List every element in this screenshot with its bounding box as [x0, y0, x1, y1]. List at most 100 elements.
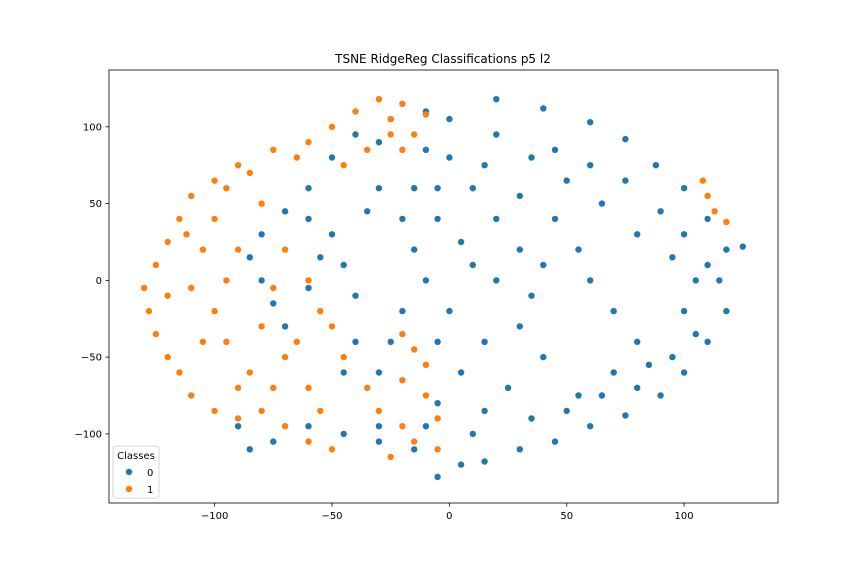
chart-title: TSNE RidgeReg Classifications p5 l2 — [334, 52, 551, 66]
point-class-1 — [305, 438, 312, 445]
point-class-0 — [493, 131, 500, 138]
point-class-0 — [422, 146, 430, 153]
point-class-0 — [551, 215, 559, 223]
y-tick-label: 100 — [83, 122, 102, 133]
point-class-1 — [281, 423, 289, 430]
point-class-1 — [699, 177, 707, 184]
point-class-0 — [551, 146, 559, 153]
point-class-0 — [375, 423, 383, 430]
point-class-1 — [246, 369, 253, 376]
point-class-0 — [516, 446, 523, 453]
point-class-0 — [457, 238, 465, 246]
point-class-1 — [375, 407, 383, 415]
point-class-1 — [340, 353, 347, 361]
point-class-1 — [328, 323, 336, 330]
point-class-1 — [328, 446, 336, 453]
point-class-0 — [457, 461, 465, 468]
point-class-0 — [634, 338, 641, 345]
point-class-0 — [328, 231, 336, 238]
point-class-0 — [516, 323, 523, 330]
point-class-0 — [411, 246, 418, 253]
point-class-1 — [328, 123, 336, 130]
point-class-1 — [364, 146, 371, 153]
point-class-1 — [234, 162, 242, 169]
point-class-0 — [446, 154, 453, 161]
point-class-1 — [258, 407, 265, 415]
point-class-0 — [551, 438, 559, 445]
point-class-0 — [540, 105, 547, 112]
point-class-0 — [680, 185, 688, 192]
legend: Classes 0 1 — [112, 445, 160, 499]
point-class-1 — [317, 407, 324, 415]
point-class-0 — [328, 154, 336, 161]
point-class-0 — [469, 261, 476, 269]
x-tick-label: 0 — [446, 511, 452, 522]
point-class-0 — [375, 139, 383, 146]
legend-title: Classes — [117, 451, 155, 462]
point-class-0 — [317, 254, 324, 261]
point-class-1 — [340, 162, 347, 169]
y-tick-label: 50 — [89, 199, 102, 210]
legend-marker-class-0 — [125, 468, 133, 476]
x-tick-label: −100 — [201, 511, 228, 522]
point-class-0 — [481, 407, 488, 415]
point-class-1 — [387, 131, 394, 138]
point-class-0 — [434, 473, 441, 481]
point-class-1 — [281, 353, 289, 361]
point-class-1 — [422, 392, 430, 399]
y-axis: −100 −50 0 50 100 — [75, 122, 109, 440]
point-class-1 — [399, 146, 406, 153]
point-class-0 — [680, 369, 688, 376]
point-class-1 — [293, 154, 300, 161]
point-class-0 — [246, 446, 253, 453]
point-class-1 — [375, 96, 383, 103]
point-class-0 — [234, 423, 242, 430]
point-class-0 — [504, 384, 512, 391]
point-class-0 — [516, 246, 523, 253]
point-class-0 — [469, 430, 476, 438]
point-class-0 — [281, 208, 289, 215]
point-class-1 — [711, 208, 718, 215]
x-tick-label: 100 — [675, 511, 694, 522]
point-class-0 — [493, 277, 500, 284]
point-class-0 — [652, 162, 660, 169]
point-class-1 — [183, 231, 190, 238]
points-layer — [141, 96, 746, 481]
x-tick-label: −50 — [321, 511, 342, 522]
point-class-0 — [481, 458, 488, 465]
point-class-0 — [563, 177, 570, 184]
point-class-0 — [692, 277, 699, 284]
point-class-0 — [493, 215, 500, 223]
point-class-0 — [352, 131, 359, 138]
point-class-0 — [540, 353, 547, 361]
point-class-0 — [281, 323, 289, 330]
point-class-0 — [399, 215, 406, 223]
point-class-0 — [622, 177, 629, 184]
point-class-0 — [375, 369, 383, 376]
point-class-0 — [305, 423, 312, 430]
point-class-1 — [270, 384, 277, 391]
point-class-0 — [422, 277, 430, 284]
point-class-0 — [246, 254, 253, 261]
point-class-0 — [645, 361, 653, 368]
point-class-0 — [598, 200, 606, 207]
point-class-1 — [211, 407, 218, 415]
point-class-1 — [223, 338, 230, 345]
point-class-1 — [211, 307, 218, 315]
point-class-0 — [716, 277, 723, 284]
point-class-0 — [704, 215, 711, 223]
point-class-1 — [145, 307, 153, 315]
point-class-1 — [281, 246, 289, 253]
point-class-0 — [692, 330, 699, 338]
point-class-0 — [399, 307, 406, 315]
point-class-0 — [305, 215, 312, 223]
point-class-0 — [352, 338, 359, 345]
point-class-1 — [234, 246, 242, 253]
point-class-0 — [457, 369, 465, 376]
point-class-1 — [411, 131, 418, 138]
point-class-1 — [422, 361, 430, 368]
point-class-0 — [528, 292, 535, 299]
point-class-0 — [340, 369, 347, 376]
point-class-1 — [164, 292, 171, 299]
